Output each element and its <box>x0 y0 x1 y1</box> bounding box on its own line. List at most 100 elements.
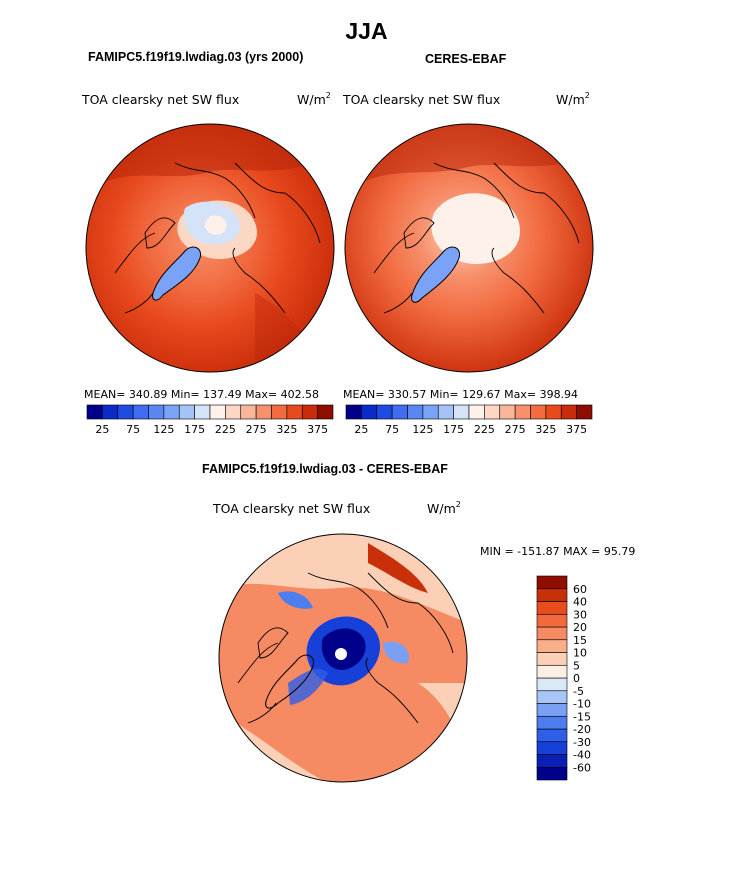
right-panel-title: CERES-EBAF <box>425 52 507 66</box>
colorbar-swatch <box>536 664 568 679</box>
colorbar-tick-label: 10 <box>573 647 587 660</box>
colorbar-tick-label: 5 <box>573 659 580 672</box>
colorbar-swatch <box>576 404 593 420</box>
diff-map-coastline-eurasia <box>365 572 454 724</box>
colorbar-swatch <box>536 703 568 717</box>
colorbar-tick-label: -20 <box>573 723 591 736</box>
colorbar-swatch <box>317 404 334 420</box>
right-units-base: W/m <box>556 92 585 107</box>
colorbar-swatch <box>132 404 149 420</box>
colorbar-tick-label: -15 <box>573 710 591 723</box>
left-panel-title: FAMIPC5.f19f19.lwdiag.03 (yrs 2000) <box>88 50 304 64</box>
colorbar-tick-label: 175 <box>184 423 205 436</box>
colorbar-swatch <box>453 404 470 420</box>
diff-map-coastline-greenland <box>265 654 315 709</box>
right-units: W/m2 <box>556 91 590 107</box>
right-units-exp: 2 <box>584 91 590 100</box>
right-map-coastline-eurasia <box>491 162 580 314</box>
colorbar-tick-label: 175 <box>443 423 464 436</box>
diff-units-base: W/m <box>427 501 456 516</box>
right-map-greenland <box>411 246 461 303</box>
colorbar-swatch <box>484 404 501 420</box>
colorbar-swatch <box>536 601 568 615</box>
colorbar-swatch <box>301 404 318 420</box>
left-units-exp: 2 <box>325 91 331 100</box>
diff-minmax: MIN = -151.87 MAX = 95.79 <box>480 545 636 558</box>
colorbar-swatch <box>102 404 119 420</box>
colorbar-tick-label: 75 <box>385 423 399 436</box>
colorbar-swatch <box>530 404 547 420</box>
colorbar-tick-label: 25 <box>354 423 368 436</box>
colorbar-swatch <box>536 588 568 602</box>
diff-map-north-band <box>219 534 467 623</box>
colorbar-swatch <box>536 677 568 692</box>
right-colorbar: 25 75 125 175 225 275 325 375 <box>345 404 593 436</box>
diff-map <box>218 533 468 783</box>
left-map-coastline-eurasia <box>232 162 321 314</box>
colorbar-swatch <box>422 404 439 420</box>
colorbar-tick-label: 325 <box>535 423 556 436</box>
diff-map-border <box>218 533 468 783</box>
colorbar-swatch <box>545 404 562 420</box>
diff-map-east-band <box>418 683 467 763</box>
diff-map-negative-siberia <box>383 641 409 664</box>
right-map <box>344 123 594 373</box>
diff-units-exp: 2 <box>455 500 461 509</box>
colorbar-tick-label: 275 <box>246 423 267 436</box>
right-map-coastline-siberia <box>433 162 515 219</box>
colorbar-swatch <box>536 728 568 743</box>
main-title: JJA <box>345 18 388 44</box>
colorbar-tick-label: 225 <box>474 423 495 436</box>
colorbar-tick-label: 75 <box>126 423 140 436</box>
left-map-border <box>85 123 335 373</box>
colorbar-tick-label: -60 <box>573 761 591 774</box>
colorbar-tick-label: 125 <box>153 423 174 436</box>
left-units-base: W/m <box>297 92 326 107</box>
colorbar-swatch <box>178 404 195 420</box>
left-colorbar: 25 75 125 175 225 275 325 375 <box>86 404 334 436</box>
diff-map-pole-hole <box>335 648 347 660</box>
colorbar-tick-label: 0 <box>573 672 580 685</box>
colorbar-tick-label: 125 <box>412 423 433 436</box>
diff-map-coastline-siberia <box>307 572 389 629</box>
left-map-coastline-siberia <box>174 162 256 219</box>
colorbar-swatch <box>437 404 454 420</box>
colorbar-swatch <box>391 404 408 420</box>
diff-field-label: TOA clearsky net SW flux <box>213 501 371 516</box>
diff-units: W/m2 <box>427 500 461 516</box>
colorbar-tick-label: 275 <box>505 423 526 436</box>
right-map-coastline-archipelago <box>403 217 435 249</box>
diff-map-coastline-canada <box>237 642 279 724</box>
colorbar-tick-label: 40 <box>573 596 587 609</box>
colorbar-swatch <box>468 404 485 420</box>
colorbar-tick-label: 25 <box>95 423 109 436</box>
colorbar-swatch <box>148 404 165 420</box>
colorbar-tick-label: 20 <box>573 621 587 634</box>
colorbar-tick-label: -40 <box>573 749 591 762</box>
colorbar-tick-label: -10 <box>573 698 591 711</box>
colorbar-tick-label: 60 <box>573 583 587 596</box>
colorbar-swatch <box>209 404 226 420</box>
colorbar-tick-label: 375 <box>566 423 587 436</box>
colorbar-tick-label: 225 <box>215 423 236 436</box>
left-field-label: TOA clearsky net SW flux <box>82 92 240 107</box>
colorbar-swatch <box>536 652 568 666</box>
colorbar-swatch <box>117 404 134 420</box>
colorbar-swatch <box>536 690 568 704</box>
colorbar-swatch <box>536 754 568 768</box>
colorbar-tick-label: 15 <box>573 634 587 647</box>
colorbar-tick-label: -5 <box>573 685 584 698</box>
colorbar-swatch <box>536 626 568 641</box>
colorbar-swatch <box>514 404 531 420</box>
diff-panel-title: FAMIPC5.f19f19.lwdiag.03 - CERES-EBAF <box>202 462 448 476</box>
diff-map-negative-greenland-coast <box>288 668 328 705</box>
colorbar-swatch <box>255 404 272 420</box>
colorbar-swatch <box>225 404 242 420</box>
right-map-coastline-canada <box>373 232 415 314</box>
colorbar-swatch <box>536 741 568 755</box>
colorbar-swatch <box>86 404 103 420</box>
colorbar-swatch <box>194 404 211 420</box>
left-map <box>85 123 335 373</box>
diff-map-positive-patch <box>368 543 428 593</box>
